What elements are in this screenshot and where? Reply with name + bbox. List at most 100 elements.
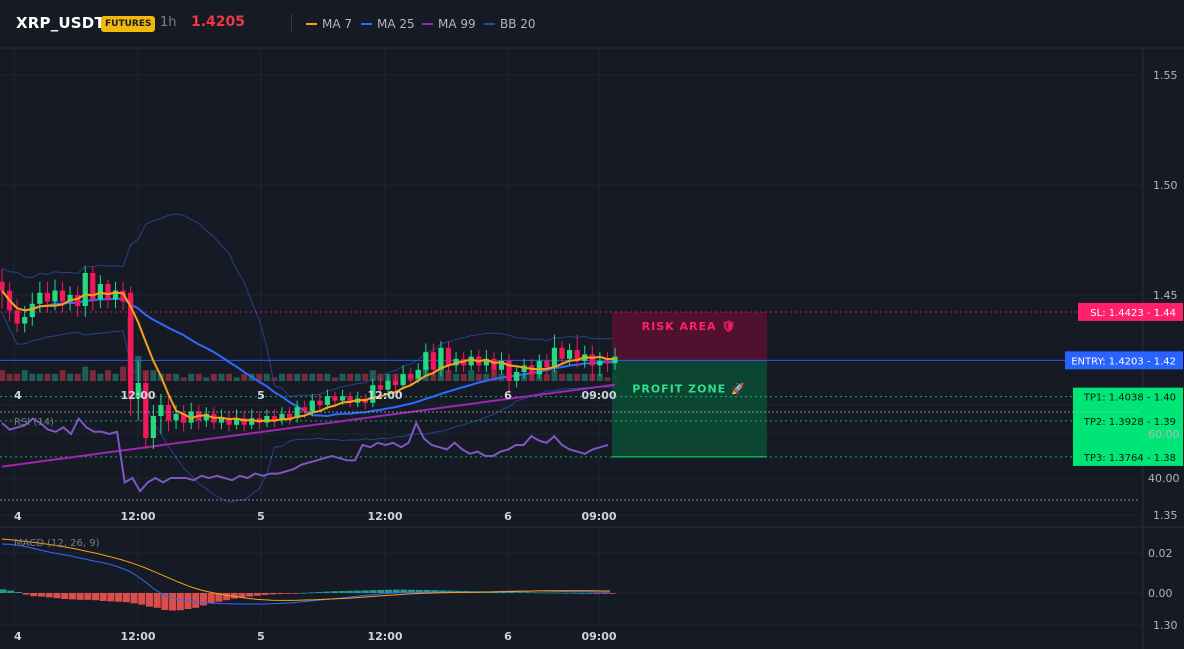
candle-body <box>302 407 308 412</box>
time-tick-label: 12:00 <box>120 510 155 523</box>
candle-body <box>264 416 270 423</box>
candle-body <box>37 292 43 304</box>
volume-bar <box>82 366 89 381</box>
level-label-tp1: TP1: 1.4038 - 1.40 <box>1083 393 1176 404</box>
volume-bar <box>551 370 558 381</box>
candle-body <box>52 290 58 302</box>
rsi-tick-label: 40.00 <box>1148 472 1180 485</box>
rsi-tick-label: 60.00 <box>1148 428 1180 441</box>
macd-hist-bar <box>300 592 308 594</box>
candle-body <box>59 290 66 302</box>
macd-hist-bar <box>153 593 161 608</box>
volume-bar <box>453 373 460 381</box>
macd-hist-bar <box>138 593 146 605</box>
macd-hist-bar <box>539 592 547 594</box>
volume-bar <box>29 373 36 381</box>
volume-bar <box>188 373 195 381</box>
volume-bar <box>294 373 301 381</box>
volume-bar <box>339 373 346 381</box>
macd-tick-label: 0.00 <box>1148 587 1173 600</box>
volume-bar <box>6 373 13 381</box>
volume-bar <box>354 373 361 381</box>
macd-hist-bar <box>261 593 269 595</box>
candle-body <box>385 380 391 390</box>
volume-bar <box>377 373 384 381</box>
volume-bar <box>347 373 354 381</box>
candle-body <box>241 418 247 425</box>
candle-body <box>347 396 353 403</box>
volume-bar <box>271 377 278 381</box>
macd-hist-bar <box>61 593 69 599</box>
macd-hist-bar <box>176 593 184 611</box>
rsi-line <box>1 416 609 493</box>
macd-hist-bar <box>515 592 523 593</box>
candle-body <box>226 418 232 425</box>
macd-title: MACD (12, 26, 9) <box>14 538 100 549</box>
candle-body <box>150 416 156 438</box>
macd-hist-bar <box>292 593 300 594</box>
volume-bar <box>263 373 270 381</box>
macd-hist-bar <box>577 593 585 594</box>
macd-hist-bar <box>84 593 92 600</box>
candle-body <box>612 356 618 364</box>
volume-bar <box>604 377 611 381</box>
candle-body <box>400 374 406 386</box>
candle-body <box>604 361 611 364</box>
macd-hist-bar <box>554 592 562 594</box>
candle-body <box>423 352 429 370</box>
candle-body <box>377 385 383 390</box>
chart-header: XRP_USDT FUTURES 1h 1.4205 MA 7 MA 25 MA… <box>0 0 1184 48</box>
level-tag-sl <box>1078 302 1183 321</box>
legend-ma99[interactable]: MA 99 <box>422 16 476 32</box>
candle-body <box>453 358 459 366</box>
volume-bar <box>445 370 452 381</box>
candle-body <box>286 413 293 419</box>
macd-hist-bar <box>284 593 292 594</box>
macd-hist-bar <box>30 593 38 597</box>
timeframe-selector[interactable]: 1h <box>160 15 177 30</box>
macd-hist-bar <box>562 592 570 594</box>
legend-bb20[interactable]: BB 20 <box>484 16 536 32</box>
legend-ma25[interactable]: MA 25 <box>361 16 415 32</box>
macd-hist-bar <box>38 593 46 597</box>
macd-hist-bar <box>223 593 231 601</box>
candle-body <box>158 405 164 416</box>
time-tick-label: 12:00 <box>367 389 402 402</box>
macd-hist-bar <box>546 592 554 594</box>
macd-hist-bar <box>492 591 500 593</box>
tp-label-box <box>1073 387 1183 466</box>
price-tick-label: 1.35 <box>1153 509 1178 522</box>
candle-body <box>165 405 172 421</box>
macd-hist-bar <box>45 593 53 598</box>
level-label-tp3: TP3: 1.3764 - 1.38 <box>1083 453 1176 464</box>
candle-body <box>97 284 103 300</box>
candle-body <box>105 284 111 300</box>
volume-bar <box>112 373 119 381</box>
legend-ma7[interactable]: MA 7 <box>306 16 352 32</box>
level-label-entry: ENTRY: 1.4203 - 1.42 <box>1071 356 1176 367</box>
macd-hist-bar <box>569 592 577 594</box>
volume-bar <box>475 373 482 381</box>
macd-hist-bar <box>392 589 400 593</box>
candle-body <box>29 303 35 317</box>
macd-hist-bar <box>277 593 285 594</box>
macd-tick-label: 0.02 <box>1148 547 1173 560</box>
rsi-title: RSI (14) <box>14 417 54 428</box>
volume-bar <box>460 373 467 381</box>
candle-body <box>128 292 134 399</box>
last-price: 1.4205 <box>191 14 246 30</box>
candle-body <box>408 374 414 379</box>
macd-hist-bar <box>122 593 130 603</box>
volume-bar <box>36 373 43 381</box>
volume-bar <box>120 366 127 381</box>
volume-bar <box>279 373 286 381</box>
level-label-tp2: TP2: 1.3928 - 1.39 <box>1083 417 1176 428</box>
macd-hist-bar <box>431 590 439 593</box>
volume-bar <box>566 373 573 381</box>
macd-hist-bar <box>315 592 323 593</box>
macd-hist-bar <box>531 592 539 594</box>
candle-body <box>536 361 542 375</box>
macd-hist-bar <box>330 591 338 593</box>
symbol-name[interactable]: XRP_USDT <box>16 14 105 32</box>
